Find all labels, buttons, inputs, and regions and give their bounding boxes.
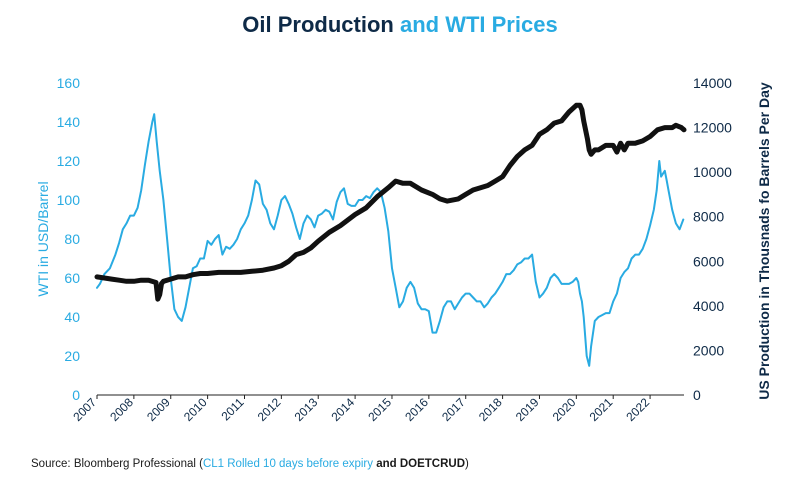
x-tick-label: 2015: [365, 395, 394, 424]
x-tick-label: 2008: [107, 395, 136, 424]
x-tick-label: 2017: [439, 395, 468, 424]
x-tick-label: 2010: [181, 395, 210, 424]
wti-price-line: [96, 113, 685, 367]
source-close: ): [465, 458, 469, 470]
x-tick-label: 2018: [476, 395, 505, 424]
y-left-tick-label: 20: [64, 348, 80, 364]
chart-title: Oil Production and WTI Prices: [0, 12, 800, 38]
x-tick-label: 2020: [550, 395, 579, 424]
y-left-tick-label: 120: [57, 153, 81, 169]
y-right-tick-label: 6000: [693, 253, 724, 269]
x-tick-label: 2019: [513, 395, 542, 424]
source-highlight: CL1 Rolled 10 days before expiry: [202, 458, 373, 470]
y-right-tick-label: 4000: [693, 298, 724, 314]
source-prefix: Source: Bloomberg Professional (: [31, 458, 203, 470]
y-right-axis-title: US Production in Thousnads fo Barrels Pe…: [756, 82, 772, 400]
x-tick-label: 2013: [292, 395, 321, 424]
y-left-tick-label: 100: [57, 192, 81, 208]
y-right-tick-label: 14000: [693, 75, 732, 91]
y-left-tick-label: 40: [64, 309, 80, 325]
x-tick-label: 2009: [144, 395, 173, 424]
chart-title-part2: and WTI Prices: [399, 12, 558, 37]
x-tick-label: 2011: [218, 395, 246, 423]
y-right-tick-label: 0: [693, 387, 701, 403]
y-left-tick-label: 160: [57, 75, 81, 91]
y-left-tick-label: 80: [64, 231, 80, 247]
us-production-line: [94, 102, 687, 302]
y-left-tick-label: 0: [72, 387, 80, 403]
x-tick-label: 2016: [402, 395, 431, 424]
x-tick-label: 2014: [328, 395, 357, 424]
y-right-tick-label: 12000: [693, 120, 732, 136]
y-left-tick-label: 60: [64, 270, 80, 286]
y-left-axis-title: WTI in USD/Barrel: [35, 181, 51, 296]
x-tick-label: 2021: [587, 395, 616, 424]
x-tick-label: 2022: [623, 395, 652, 424]
series-layer: [94, 102, 687, 367]
y-right-tick-label: 2000: [693, 342, 724, 358]
source-suffix: and DOETCRUD: [376, 458, 466, 470]
y-right-tick-label: 10000: [693, 164, 732, 180]
x-tick-label: 2012: [255, 395, 284, 424]
y-right-tick-label: 8000: [693, 209, 724, 225]
y-left-tick-label: 140: [57, 114, 81, 130]
axes-layer: [96, 394, 684, 399]
chart-title-part1: Oil Production: [242, 12, 394, 37]
source-note: Source: Bloomberg Professional (CL1 Roll…: [31, 458, 469, 470]
